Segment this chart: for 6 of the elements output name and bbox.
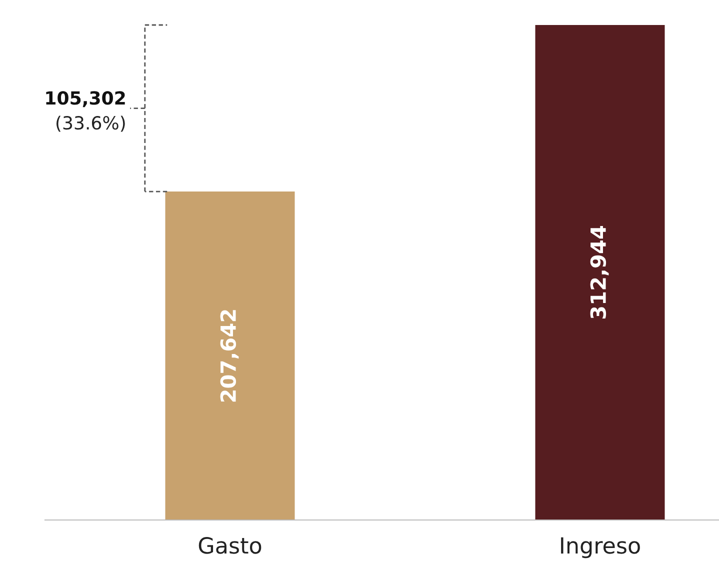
data-label: 312,944	[590, 226, 609, 319]
x-tick-label: Ingreso	[561, 537, 640, 558]
annotation: 105,302	[46, 91, 125, 108]
x-tick-label: Gasto	[198, 537, 262, 554]
annotation: (33.6%)	[56, 116, 125, 132]
data-label: 207,642	[220, 310, 239, 402]
